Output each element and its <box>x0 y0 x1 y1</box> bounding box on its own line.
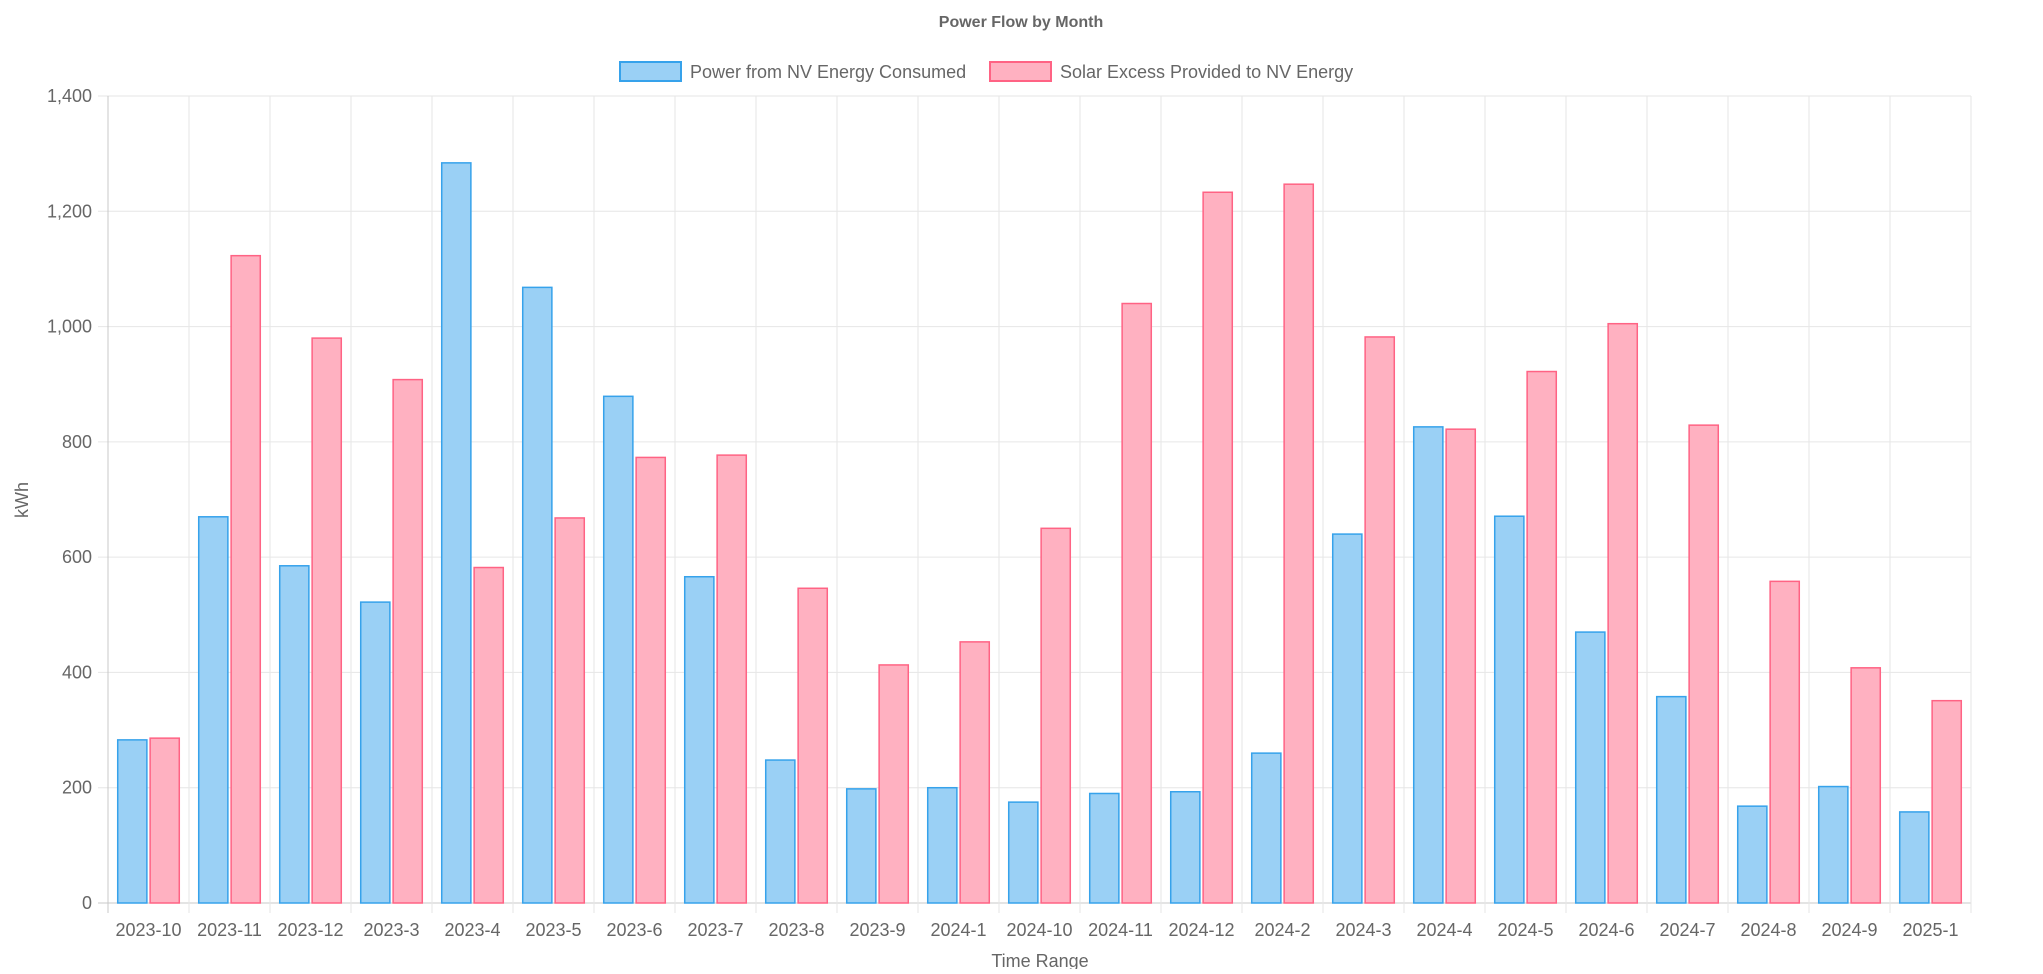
y-tick-label: 1,400 <box>47 86 92 106</box>
legend: Power from NV Energy Consumed Solar Exce… <box>619 61 1353 82</box>
x-tick-label: 2023-5 <box>525 920 581 940</box>
bar-solar-excess[interactable] <box>554 517 586 904</box>
x-tick-label: 2023-9 <box>849 920 905 940</box>
x-tick-label: 2023-4 <box>444 920 500 940</box>
bar-solar-excess[interactable] <box>1283 183 1315 904</box>
x-tick-label: 2023-6 <box>606 920 662 940</box>
bar-consumed[interactable] <box>197 516 229 904</box>
x-tick-label: 2024-5 <box>1497 920 1553 940</box>
y-tick-label: 800 <box>62 432 92 452</box>
bar-consumed[interactable] <box>926 786 958 904</box>
legend-label-solar-excess: Solar Excess Provided to NV Energy <box>1060 62 1353 82</box>
bar-solar-excess[interactable] <box>1607 322 1639 904</box>
x-tick-label: 2025-1 <box>1902 920 1958 940</box>
x-tick-label: 2023-12 <box>277 920 343 940</box>
x-tick-label: 2024-2 <box>1254 920 1310 940</box>
bar-consumed[interactable] <box>521 286 553 904</box>
bar-consumed[interactable] <box>278 565 310 904</box>
bar-solar-excess[interactable] <box>1931 699 1963 904</box>
bar-solar-excess[interactable] <box>716 454 748 904</box>
x-tick-label: 2024-8 <box>1740 920 1796 940</box>
y-tick-label: 600 <box>62 547 92 567</box>
x-tick-label: 2024-7 <box>1659 920 1715 940</box>
x-tick-label: 2023-8 <box>768 920 824 940</box>
bar-consumed[interactable] <box>845 788 877 904</box>
x-tick-label: 2024-12 <box>1168 920 1234 940</box>
bar-solar-excess[interactable] <box>311 337 343 904</box>
x-tick-label: 2024-11 <box>1088 920 1153 940</box>
bar-consumed[interactable] <box>1250 752 1282 904</box>
y-tick-label: 1,000 <box>47 317 92 337</box>
bars <box>116 162 1963 904</box>
bar-consumed[interactable] <box>440 162 472 904</box>
bar-solar-excess[interactable] <box>1121 302 1153 904</box>
y-tick-label: 0 <box>82 893 92 913</box>
x-tick-label: 2024-4 <box>1416 920 1472 940</box>
bar-consumed[interactable] <box>1493 515 1525 904</box>
y-tick-label: 400 <box>62 662 92 682</box>
bar-solar-excess[interactable] <box>1769 580 1801 904</box>
x-tick-label: 2023-11 <box>197 920 262 940</box>
x-tick-label: 2024-10 <box>1006 920 1072 940</box>
x-tick-label: 2024-9 <box>1821 920 1877 940</box>
x-tick-label: 2024-6 <box>1578 920 1634 940</box>
bar-consumed[interactable] <box>1007 801 1039 904</box>
bar-solar-excess[interactable] <box>230 254 262 904</box>
y-tick-label: 200 <box>62 778 92 798</box>
bar-consumed[interactable] <box>1655 695 1687 904</box>
chart-title: Power Flow by Month <box>939 14 1103 31</box>
bar-solar-excess[interactable] <box>1445 428 1477 904</box>
bar-solar-excess[interactable] <box>1202 191 1234 904</box>
y-tick-label: 1,200 <box>47 201 92 221</box>
legend-swatch-solar-excess <box>989 61 1052 82</box>
bar-solar-excess[interactable] <box>392 378 424 904</box>
x-tick-label: 2024-3 <box>1335 920 1391 940</box>
bar-consumed[interactable] <box>1331 533 1363 904</box>
bar-solar-excess[interactable] <box>1364 336 1396 904</box>
legend-swatch-consumed <box>619 61 682 82</box>
bar-consumed[interactable] <box>1574 631 1606 904</box>
x-tick-label: 2023-3 <box>363 920 419 940</box>
x-tick-label: 2024-1 <box>930 920 986 940</box>
bar-consumed[interactable] <box>683 575 715 904</box>
x-axis-title: Time Range <box>991 951 1088 969</box>
x-tick-label: 2023-7 <box>687 920 743 940</box>
bar-consumed[interactable] <box>1412 426 1444 904</box>
bar-consumed[interactable] <box>1817 785 1849 904</box>
bar-solar-excess[interactable] <box>1850 667 1882 904</box>
legend-item-consumed[interactable]: Power from NV Energy Consumed <box>619 61 966 82</box>
bar-solar-excess[interactable] <box>1526 370 1558 904</box>
bar-consumed[interactable] <box>1169 790 1201 904</box>
bar-solar-excess[interactable] <box>1688 424 1720 904</box>
bar-consumed[interactable] <box>602 395 634 904</box>
bar-consumed[interactable] <box>1898 811 1930 904</box>
bar-consumed[interactable] <box>359 601 391 904</box>
bar-consumed[interactable] <box>116 739 148 904</box>
bar-solar-excess[interactable] <box>959 641 991 904</box>
legend-item-solar-excess[interactable]: Solar Excess Provided to NV Energy <box>989 61 1353 82</box>
bar-solar-excess[interactable] <box>149 737 181 904</box>
bar-consumed[interactable] <box>1736 805 1768 904</box>
bar-solar-excess[interactable] <box>1040 527 1072 904</box>
bar-solar-excess[interactable] <box>473 566 505 904</box>
axes: 0 200 400 600 800 1,000 1,200 1,400 2023-10 2023-… <box>47 86 1959 940</box>
x-tick-label: 2023-10 <box>115 920 181 940</box>
legend-label-consumed: Power from NV Energy Consumed <box>690 62 966 82</box>
grid <box>98 95 1972 913</box>
bar-solar-excess[interactable] <box>797 587 829 904</box>
bar-solar-excess[interactable] <box>635 456 667 904</box>
bar-solar-excess[interactable] <box>878 664 910 904</box>
bar-consumed[interactable] <box>764 759 796 904</box>
bar-consumed[interactable] <box>1088 792 1120 904</box>
y-axis-title: kWh <box>12 482 32 518</box>
